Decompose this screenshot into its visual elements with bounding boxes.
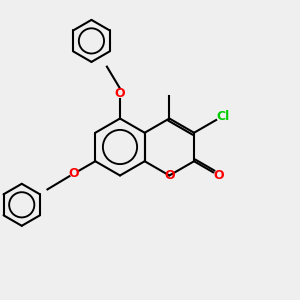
Text: O: O bbox=[115, 87, 125, 100]
Text: O: O bbox=[68, 167, 79, 180]
Text: O: O bbox=[164, 169, 175, 182]
Text: Cl: Cl bbox=[216, 110, 229, 123]
Text: O: O bbox=[213, 169, 224, 182]
